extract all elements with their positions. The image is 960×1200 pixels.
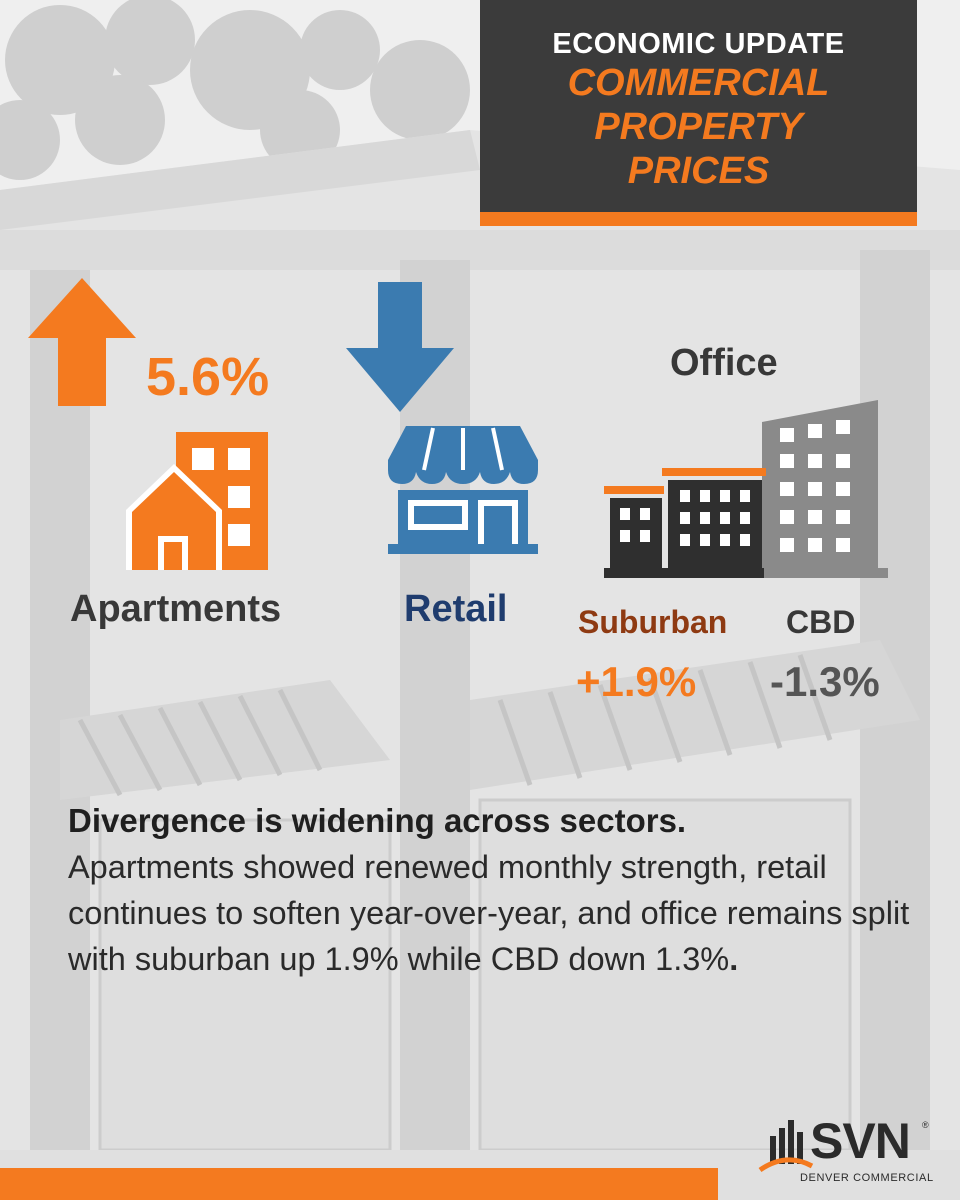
logo-subtitle: DENVER COMMERCIAL (800, 1172, 934, 1184)
suburban-label: Suburban (578, 604, 728, 640)
title-line-property: PROPERTY (594, 106, 803, 148)
office-buildings-icon (604, 400, 888, 578)
summary-body: Apartments showed renewed monthly streng… (68, 849, 910, 977)
svn-logo-icon (758, 1120, 814, 1173)
up-arrow-icon (28, 278, 136, 406)
bottom-accent-bar (0, 1168, 718, 1200)
cbd-label: CBD (786, 604, 856, 640)
apartment-building-icon (126, 432, 268, 570)
suburban-change: +1.9% (576, 658, 697, 705)
summary-end: . (729, 941, 739, 977)
logo-registered-mark: ® (922, 1120, 929, 1130)
apartments-label: Apartments (70, 588, 282, 630)
apartments-change: 5.6% (146, 347, 270, 407)
office-label: Office (670, 342, 778, 384)
down-arrow-icon (346, 282, 454, 412)
retail-label: Retail (404, 588, 508, 630)
title-box: ECONOMIC UPDATE COMMERCIAL PROPERTY PRIC… (480, 0, 917, 212)
storefront-icon (388, 426, 538, 554)
title-line-commercial: COMMERCIAL (567, 62, 830, 104)
summary-headline: Divergence is widening across sectors. (68, 802, 687, 839)
title-eyebrow: ECONOMIC UPDATE (552, 28, 845, 60)
logo-brand: SVN (810, 1113, 911, 1169)
summary-text: Divergence is widening across sectors. Ap… (68, 798, 918, 982)
title-accent-stripe (480, 212, 917, 226)
title-line-prices: PRICES (627, 150, 770, 192)
cbd-change: -1.3% (770, 658, 880, 705)
